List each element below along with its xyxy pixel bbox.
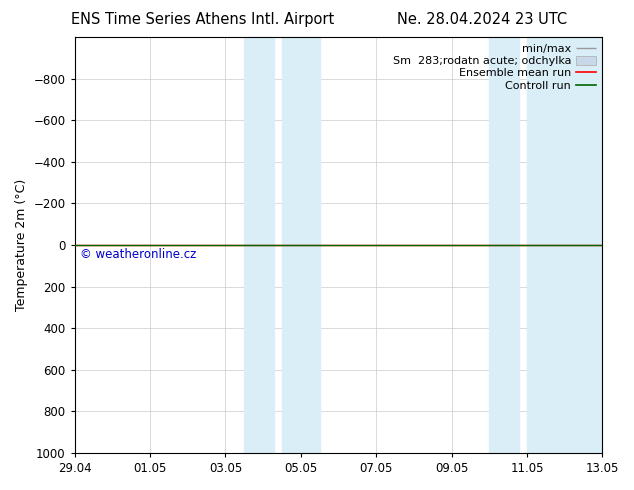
Bar <box>527 37 602 453</box>
Bar <box>244 37 275 453</box>
Bar <box>489 37 519 453</box>
Text: © weatheronline.cz: © weatheronline.cz <box>80 247 197 261</box>
Y-axis label: Temperature 2m (°C): Temperature 2m (°C) <box>15 179 28 311</box>
Text: ENS Time Series Athens Intl. Airport: ENS Time Series Athens Intl. Airport <box>71 12 335 27</box>
Legend: min/max, Sm  283;rodatn acute; odchylka, Ensemble mean run, Controll run: min/max, Sm 283;rodatn acute; odchylka, … <box>388 39 600 95</box>
Text: Ne. 28.04.2024 23 UTC: Ne. 28.04.2024 23 UTC <box>397 12 567 27</box>
Bar <box>282 37 320 453</box>
